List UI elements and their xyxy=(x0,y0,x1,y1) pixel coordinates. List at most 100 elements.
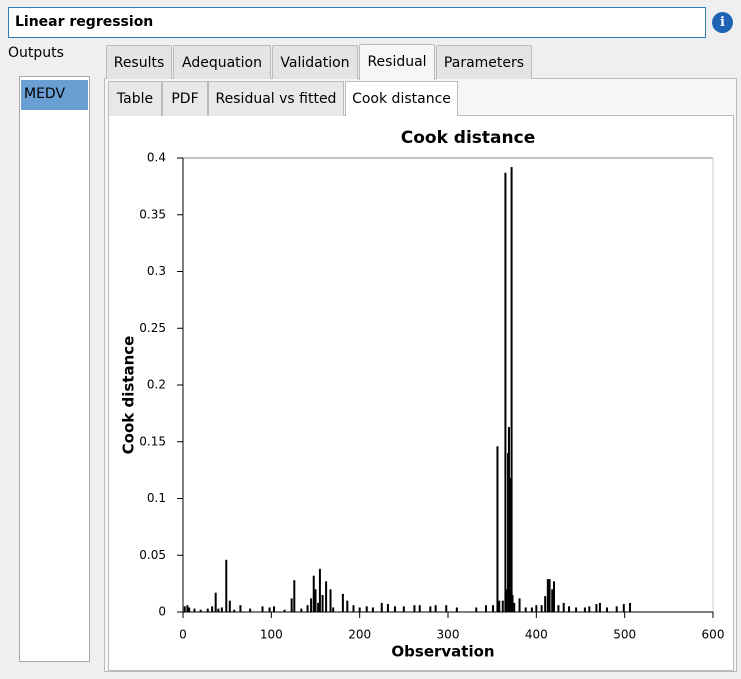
x-tick-label: 200 xyxy=(348,628,371,642)
bar xyxy=(508,478,511,612)
bar xyxy=(225,559,228,612)
x-tick-label: 100 xyxy=(260,628,283,642)
y-tick-label: 0.15 xyxy=(139,434,166,448)
bar xyxy=(553,581,555,612)
outputs-label: Outputs xyxy=(8,45,64,61)
bar xyxy=(312,575,315,612)
subtab[interactable]: Table xyxy=(108,81,162,116)
bar xyxy=(249,608,252,612)
bar xyxy=(386,604,389,612)
y-axis-label: Cook distance xyxy=(120,336,138,455)
bar xyxy=(211,606,214,612)
bar xyxy=(455,607,458,612)
bar xyxy=(318,568,321,612)
chart-area: Cook distance Observation Cook distance 0 0.… xyxy=(108,115,734,671)
bar xyxy=(511,594,514,612)
subtab[interactable]: Residual vs fitted xyxy=(208,81,344,116)
x-axis-label: Observation xyxy=(391,643,494,661)
y-tick-label: 0.35 xyxy=(139,207,166,221)
chart: Cook distance Observation Cook distance 0 0.… xyxy=(120,128,725,661)
y-tick-label: 0.05 xyxy=(139,548,166,562)
subtab[interactable]: Cook distance xyxy=(345,81,458,116)
bar xyxy=(418,605,421,612)
bar xyxy=(183,606,186,612)
output-item[interactable]: MEDV xyxy=(21,80,88,110)
bar xyxy=(239,605,242,612)
bar xyxy=(622,604,625,612)
bar xyxy=(228,600,231,612)
bar xyxy=(220,607,223,612)
bar xyxy=(283,609,286,612)
bar xyxy=(546,579,549,612)
bar xyxy=(557,605,560,612)
bar xyxy=(583,607,586,612)
bar xyxy=(496,446,499,612)
bar xyxy=(484,605,487,612)
bar xyxy=(524,607,527,612)
tab[interactable]: Validation xyxy=(272,45,358,79)
bar xyxy=(233,609,236,612)
chart-title: Cook distance xyxy=(401,128,535,148)
bar xyxy=(628,602,631,612)
bar xyxy=(530,607,533,612)
bar xyxy=(217,608,220,612)
y-tick-label: 0.3 xyxy=(147,264,166,278)
bar xyxy=(325,581,328,612)
bar xyxy=(510,167,513,612)
bar xyxy=(329,589,332,612)
bar xyxy=(317,602,320,612)
bar xyxy=(193,608,196,612)
bar xyxy=(434,605,437,612)
tab[interactable]: Parameters xyxy=(436,45,532,79)
bar xyxy=(352,605,355,612)
bar xyxy=(595,604,598,612)
bar xyxy=(188,607,191,612)
bar xyxy=(498,600,501,612)
bar xyxy=(300,608,303,612)
y-tick-label: 0.1 xyxy=(147,491,166,505)
bar xyxy=(588,606,591,612)
bar xyxy=(548,579,551,612)
bar xyxy=(346,600,349,612)
bar xyxy=(214,592,217,612)
bar xyxy=(518,598,521,612)
y-tick-label: 0.2 xyxy=(147,378,166,392)
bar xyxy=(358,607,361,612)
bar xyxy=(272,606,275,612)
bar xyxy=(306,605,309,612)
bar xyxy=(261,606,264,612)
bar xyxy=(429,606,432,612)
bar xyxy=(394,606,396,612)
tab[interactable]: Adequation xyxy=(173,45,271,79)
bar xyxy=(199,609,202,612)
bar xyxy=(562,602,565,612)
tab[interactable]: Results xyxy=(106,45,172,79)
bar xyxy=(268,607,271,612)
bar xyxy=(540,605,543,612)
bar xyxy=(544,596,547,612)
bar xyxy=(402,606,405,612)
bar xyxy=(445,605,448,612)
info-button[interactable]: i xyxy=(712,12,733,33)
bar xyxy=(513,602,516,612)
title-field[interactable]: Linear regression xyxy=(8,7,706,38)
subtab[interactable]: PDF xyxy=(162,81,208,116)
bar xyxy=(293,580,296,612)
bar xyxy=(568,606,571,612)
bar xyxy=(314,589,317,612)
bar xyxy=(206,608,209,612)
bar xyxy=(380,602,383,612)
x-tick-label: 300 xyxy=(437,628,460,642)
x-tick-label: 400 xyxy=(525,628,548,642)
bar xyxy=(551,589,554,612)
y-tick-label: 0.25 xyxy=(139,321,166,335)
bar xyxy=(535,605,538,612)
bar xyxy=(575,607,578,612)
bar xyxy=(321,594,324,612)
bar xyxy=(332,607,335,612)
x-tick-label: 0 xyxy=(179,628,187,642)
tab[interactable]: Residual xyxy=(359,44,435,80)
bar xyxy=(606,607,608,612)
bar xyxy=(310,598,313,612)
